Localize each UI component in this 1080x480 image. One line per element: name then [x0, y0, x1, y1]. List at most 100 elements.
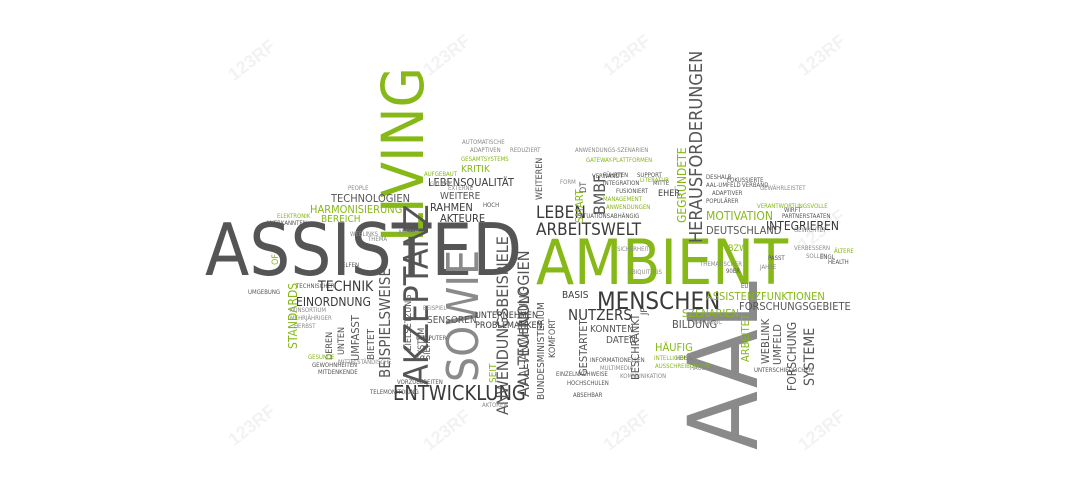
word-aufgebaut: AUFGEBAUT: [424, 171, 457, 178]
word-aal-umfeld: AAL-UMFELD: [706, 182, 741, 189]
word-ubiquitous: UBIQUITOUS: [628, 269, 662, 276]
word-integrieren: INTEGRIEREN: [766, 219, 839, 233]
word-hoch: HOCH: [483, 202, 500, 209]
word-vorzubereiten: VORZUBEREITEN: [397, 379, 443, 386]
word-einordnung: EINORDNUNG: [296, 295, 371, 309]
word-arbeitswelt: ARBEITSWELT: [536, 220, 642, 240]
word-populaerer: POPULÄRER: [706, 198, 739, 205]
word-automatische: AUTOMATISCHE: [462, 139, 505, 146]
word-bzw: BZW: [728, 244, 748, 254]
word-externe: EXTERNE: [448, 185, 473, 192]
word-nutzers: NUTZERS: [568, 306, 632, 324]
watermark: 123RF: [599, 30, 655, 80]
word-harmonisierung: HARMONISIERUNG: [310, 203, 403, 216]
word-daten: DATEN: [606, 335, 637, 346]
word-multimedia: MULTIMEDIA: [600, 365, 634, 372]
word-rahmen: RAHMEN: [430, 201, 473, 214]
word-anerkannten: ANERKANNTEN: [266, 220, 307, 227]
word-bildung: BILDUNG: [672, 318, 718, 331]
watermark: 123RF: [224, 400, 280, 450]
word-konnten: KONNTEN: [590, 324, 634, 335]
word-verwandt: VERWANDT: [592, 173, 623, 180]
word-auschreibungen: AUSSCHREIBUNGEN: [655, 363, 710, 370]
word-intelligente: INTELLIGENTE: [654, 355, 693, 362]
word-bereich: BEREICH: [321, 214, 361, 225]
watermark: 123RF: [794, 405, 850, 455]
word-engl: ENGL: [820, 254, 835, 261]
word-sollen: SOLLEN: [806, 253, 828, 260]
word-anwendungen: ANWENDUNGEN: [606, 204, 651, 211]
word-bundesministerium: BUNDESMINISTERIUM: [536, 302, 547, 400]
word-technologien: TECHNOLOGIEN: [331, 192, 410, 205]
word-management: MANAGEMENT: [603, 196, 642, 203]
word-thematischer: THEMATISCHER: [700, 261, 742, 268]
word-akteure: AKTEURE: [440, 212, 486, 225]
word-dt: DT: [579, 181, 589, 193]
word-verband: VERBAND: [742, 182, 769, 189]
word-aal-anwendung: AAL-ANWENDUNG: [517, 286, 531, 385]
word-forschungsgebiete: FORSCHUNGSGEBIETE: [739, 300, 851, 313]
word-herbst: HERBST: [294, 323, 316, 330]
word-integration: INTEGRATION: [603, 180, 640, 187]
word-mitte: MITTE: [653, 180, 670, 187]
word-mehrjaehriger: MEHRJÄHRIGER: [290, 315, 332, 322]
word-of: OF: [271, 253, 281, 265]
word-webinks: WEBLINKS: [350, 231, 379, 238]
word-reduziert: REDUZIERT: [510, 147, 541, 154]
word-bietet: BIETET: [366, 328, 377, 360]
word-partnerstaaten: PARTNERSTAATEN: [782, 213, 831, 220]
word-jahre: JAHRE: [760, 264, 777, 271]
word-people: PEOPLE: [348, 185, 369, 192]
word-arbeitet: ARBEITET: [739, 314, 752, 362]
watermark: 123RF: [794, 30, 850, 80]
word-kommunikation: KOMMUNIKATION: [620, 373, 667, 380]
word-adaptiver: ADAPTIVER: [712, 190, 743, 197]
word-motivation: MOTIVATION: [706, 209, 773, 223]
word-beispiel: BEISPIEL: [423, 305, 447, 312]
word-helfen: HELFEN: [338, 262, 360, 269]
word-seit: SEIT: [488, 363, 499, 383]
word-adaptiven: ADAPTIVEN: [470, 147, 501, 154]
word-sicherheit: SICHERHEIT: [617, 246, 650, 253]
word-weiteren: WEITEREN: [535, 157, 545, 200]
word-zielsetzung: ZIELSETZUNG: [404, 294, 414, 351]
word-gruppe: GRUPPE: [430, 181, 452, 188]
word-gegruendete: GEGRÜNDETE: [675, 147, 689, 223]
word-eher: EHER: [658, 189, 680, 199]
watermark: 123RF: [224, 35, 280, 85]
word-telemonitoring: TELEMONITORING: [370, 389, 419, 396]
word-altere: ÄLTERE: [834, 248, 854, 255]
word-szenarien: SZENARIEN: [682, 307, 739, 320]
word-entwicklung: ENTWICKLUNG: [393, 381, 526, 405]
word-leben: LEBEN: [536, 203, 586, 223]
word-hochschulen: HOCHSCHULEN: [567, 380, 609, 387]
word-elektronik: ELEKTRONIK: [277, 213, 311, 220]
word-health: HEALTH: [828, 259, 849, 266]
word-jp: JP: [640, 307, 650, 315]
word-fuehrten: FÜHRTEN: [603, 172, 629, 179]
word-form: FORM: [560, 179, 576, 186]
word-eu: EU: [741, 283, 749, 290]
word-kritik: KRITIK: [461, 164, 490, 175]
word-haeufig: HÄUFIG: [655, 341, 693, 354]
word-weblink: WEBLINK: [759, 318, 772, 364]
word-systeme: SYSTEME: [802, 327, 818, 386]
word-sensoren: SENSOREN: [427, 315, 477, 326]
word-umfeld: UMFELD: [771, 324, 784, 365]
watermark: 123RF: [419, 405, 475, 455]
word-assisted: ASSISTED: [205, 208, 523, 292]
word-gateway-plattformen: GATEWAY-PLATTFORMEN: [586, 157, 653, 164]
word-menschen: MENSCHEN: [597, 287, 721, 315]
word-thema: THEMA: [368, 236, 388, 243]
word-90er: 90ER: [726, 268, 741, 275]
word-verantwortungsvolle: VERANTWORTUNGSVOLLE: [757, 203, 828, 210]
word-literatur: LITERATUR: [640, 177, 670, 184]
word-technik: TECHNIK: [318, 279, 374, 295]
word-absehbar: ABSEHBAR: [573, 392, 603, 399]
word-mittelstaendische: MITTELSTÄNDISCHE: [338, 359, 392, 366]
word-technischer: TECHNISCHER: [296, 283, 335, 290]
word-weitere: WEITERE: [440, 191, 481, 202]
word-informationellen: INFORMATIONELLEN: [590, 357, 645, 364]
word-anfang: ANFANG: [398, 229, 421, 236]
